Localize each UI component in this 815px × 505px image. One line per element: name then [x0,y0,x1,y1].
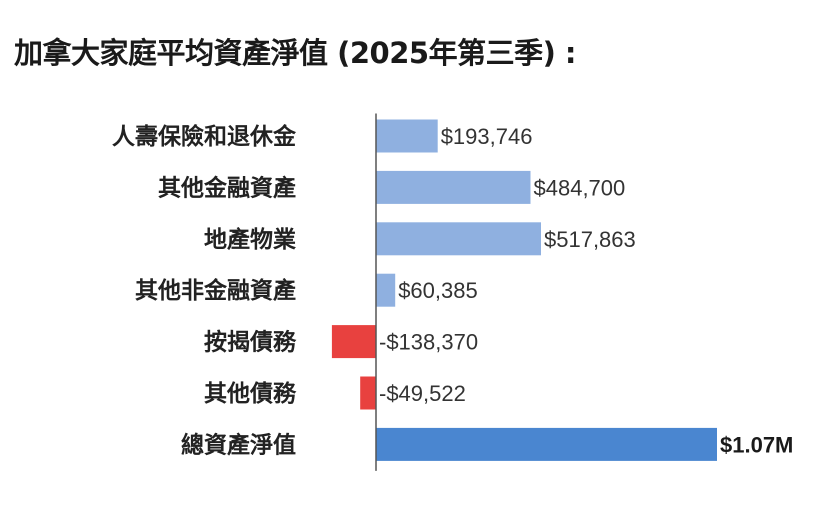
bar-1 [376,170,531,204]
value-label: $60,385 [398,278,478,303]
category-label: 按揭債務 [204,329,297,356]
value-label: -$49,522 [379,381,466,406]
category-label: 總資產淨值 [181,431,296,458]
labels-group: 人壽保險和退休金 $193,746 其他金融資產 $484,700 地產物業 $517,8… [112,123,793,458]
category-label: 地產物業 [204,226,297,253]
bar-3 [376,273,396,307]
value-label: -$138,370 [379,330,478,355]
value-label: $484,700 [534,175,626,200]
category-label: 其他金融資產 [158,174,296,201]
category-label: 其他非金融資產 [135,277,296,304]
bar-5 [360,376,376,410]
bar-4 [331,325,376,359]
bars-group [331,119,717,461]
bar-2 [376,222,541,256]
bar-6 [376,427,717,461]
category-label: 人壽保險和退休金 [112,123,297,150]
value-label: $193,746 [441,124,533,149]
value-label: $517,863 [544,227,636,252]
chart-title: 加拿大家庭平均資產淨值 (2025年第三季) : [14,36,577,70]
value-label: $1.07M [720,432,793,457]
bar-0 [376,119,438,153]
category-label: 其他債務 [204,380,297,407]
